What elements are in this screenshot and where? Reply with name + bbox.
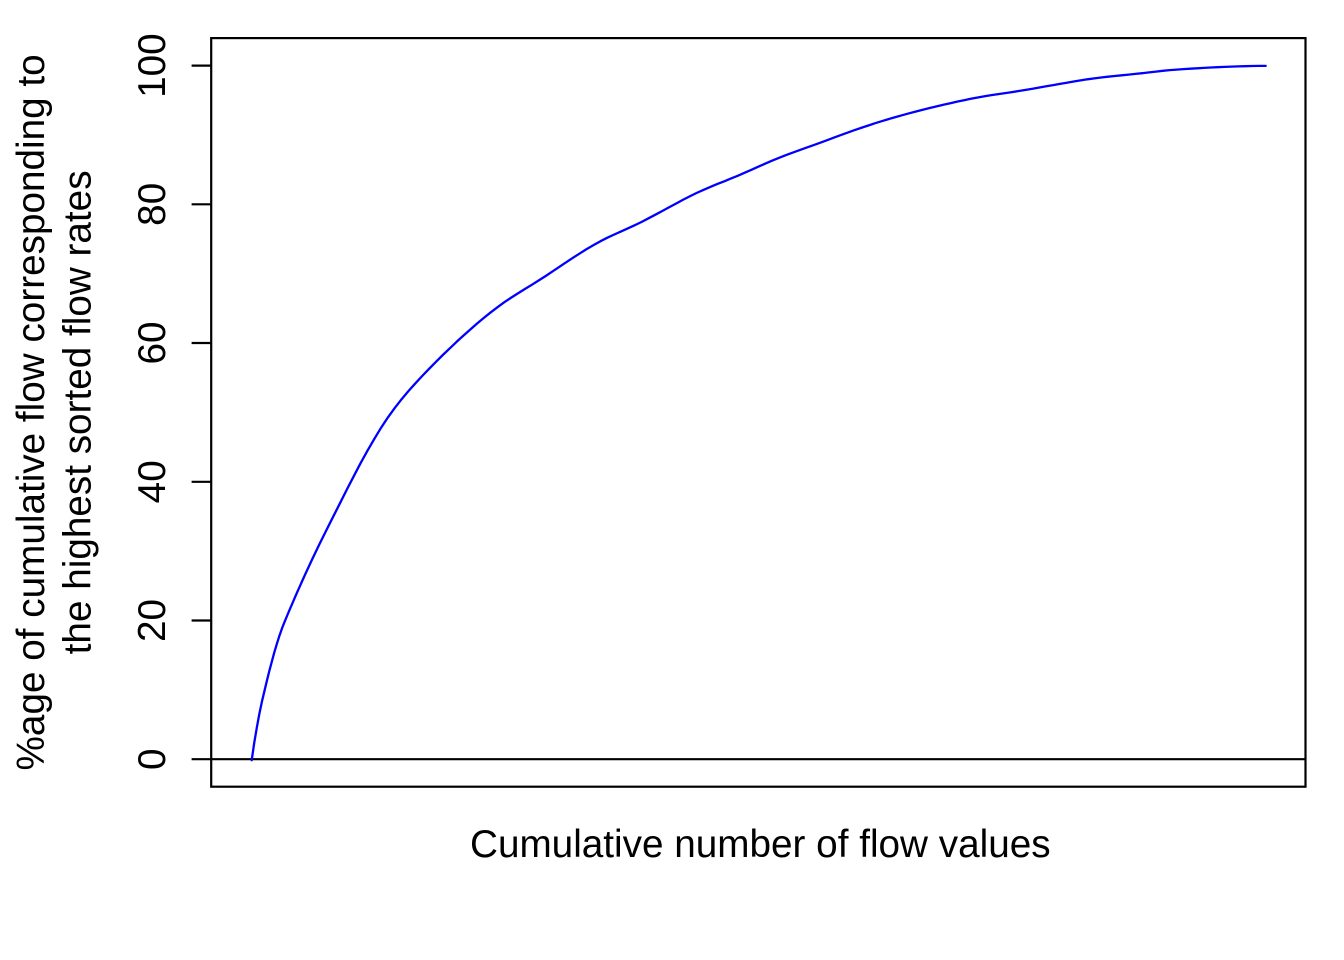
svg-text:100: 100	[131, 33, 174, 98]
svg-text:0: 0	[131, 748, 174, 770]
svg-text:%age of cumulative flow corres: %age of cumulative flow corresponding to	[10, 54, 53, 770]
svg-text:60: 60	[131, 321, 174, 364]
svg-text:the highest sorted flow rates: the highest sorted flow rates	[57, 170, 100, 654]
svg-text:20: 20	[131, 599, 174, 642]
svg-text:80: 80	[131, 183, 174, 226]
svg-text:40: 40	[131, 460, 174, 503]
svg-text:Cumulative number of flow valu: Cumulative number of flow values	[470, 823, 1051, 866]
